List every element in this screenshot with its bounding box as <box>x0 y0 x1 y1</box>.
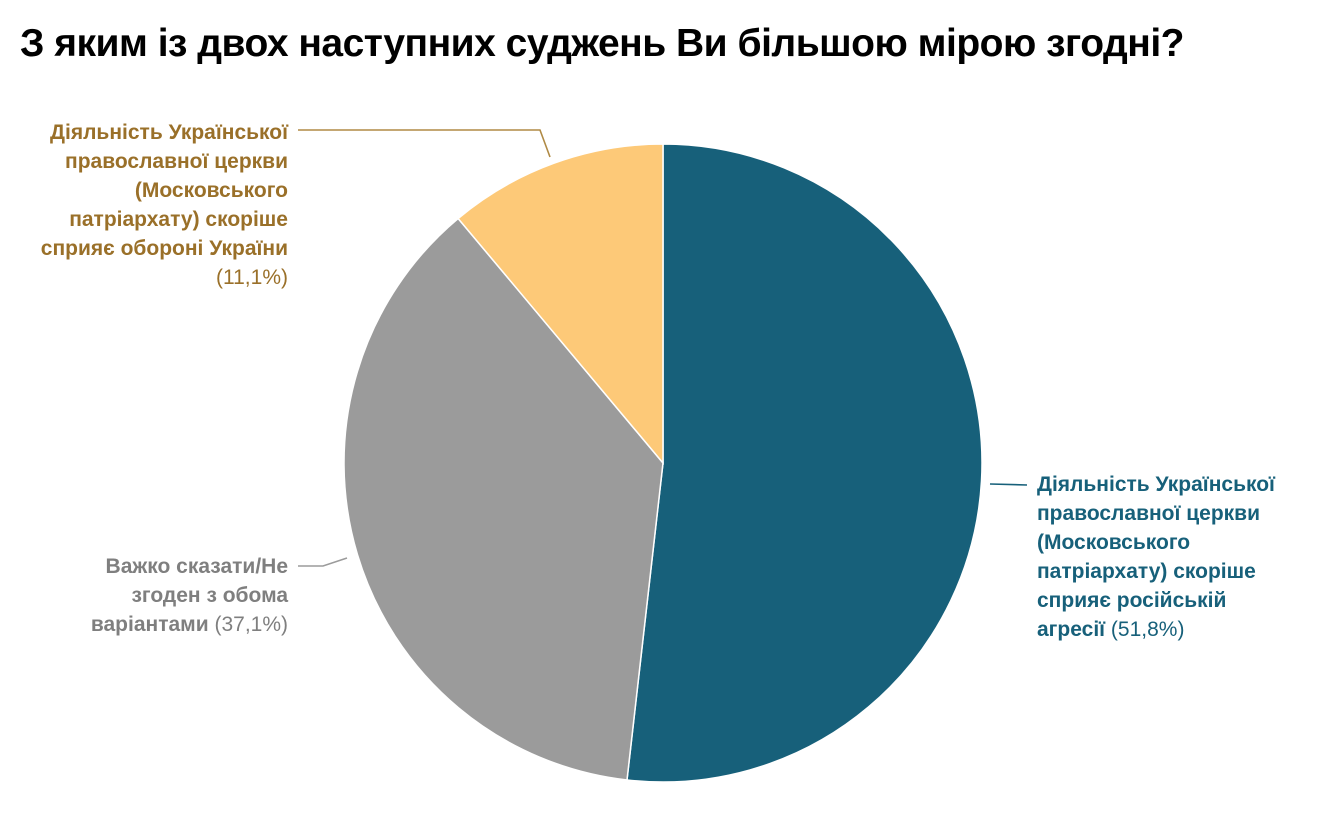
label-line: (Московського <box>134 179 288 202</box>
chart-title: З яким із двох наступних суджень Ви біль… <box>20 22 1185 65</box>
label-line: Важко сказати/Не <box>105 555 288 578</box>
label-line: Діяльність Української <box>50 121 288 144</box>
label-percent: (11,1%) <box>216 266 288 289</box>
slice-defense <box>457 143 664 466</box>
label-line: православної церкви <box>1037 502 1260 525</box>
label-line: патріархату) скоріше <box>1037 560 1256 583</box>
label-percent: (37,1%) <box>214 613 288 636</box>
leader-line-gray <box>298 557 348 567</box>
slice-aggression <box>626 143 983 783</box>
label-line: агресії <box>1037 618 1106 641</box>
label-defense: Діяльність Української православної церк… <box>0 118 288 292</box>
pie-slices <box>343 143 983 783</box>
label-line: варіантами <box>90 613 209 636</box>
label-percent: (51,8%) <box>1110 618 1185 641</box>
label-undecided: Важко сказати/Не згоден з обома варіанта… <box>48 552 288 639</box>
label-line: патріархату) скоріше <box>69 208 288 231</box>
label-aggression: Діяльність Української православної церк… <box>1037 470 1317 644</box>
leader-line-teal <box>989 483 1028 486</box>
label-line: сприяє російській <box>1037 589 1227 612</box>
label-line: сприяє обороні України <box>40 237 288 260</box>
label-line: згоден з обома <box>131 584 288 607</box>
label-line: православної церкви <box>65 150 288 173</box>
slice-undecided <box>343 217 664 781</box>
label-line: (Московського <box>1037 531 1191 554</box>
leader-line-yellow <box>298 129 551 158</box>
label-line: Діяльність Української <box>1037 473 1275 496</box>
